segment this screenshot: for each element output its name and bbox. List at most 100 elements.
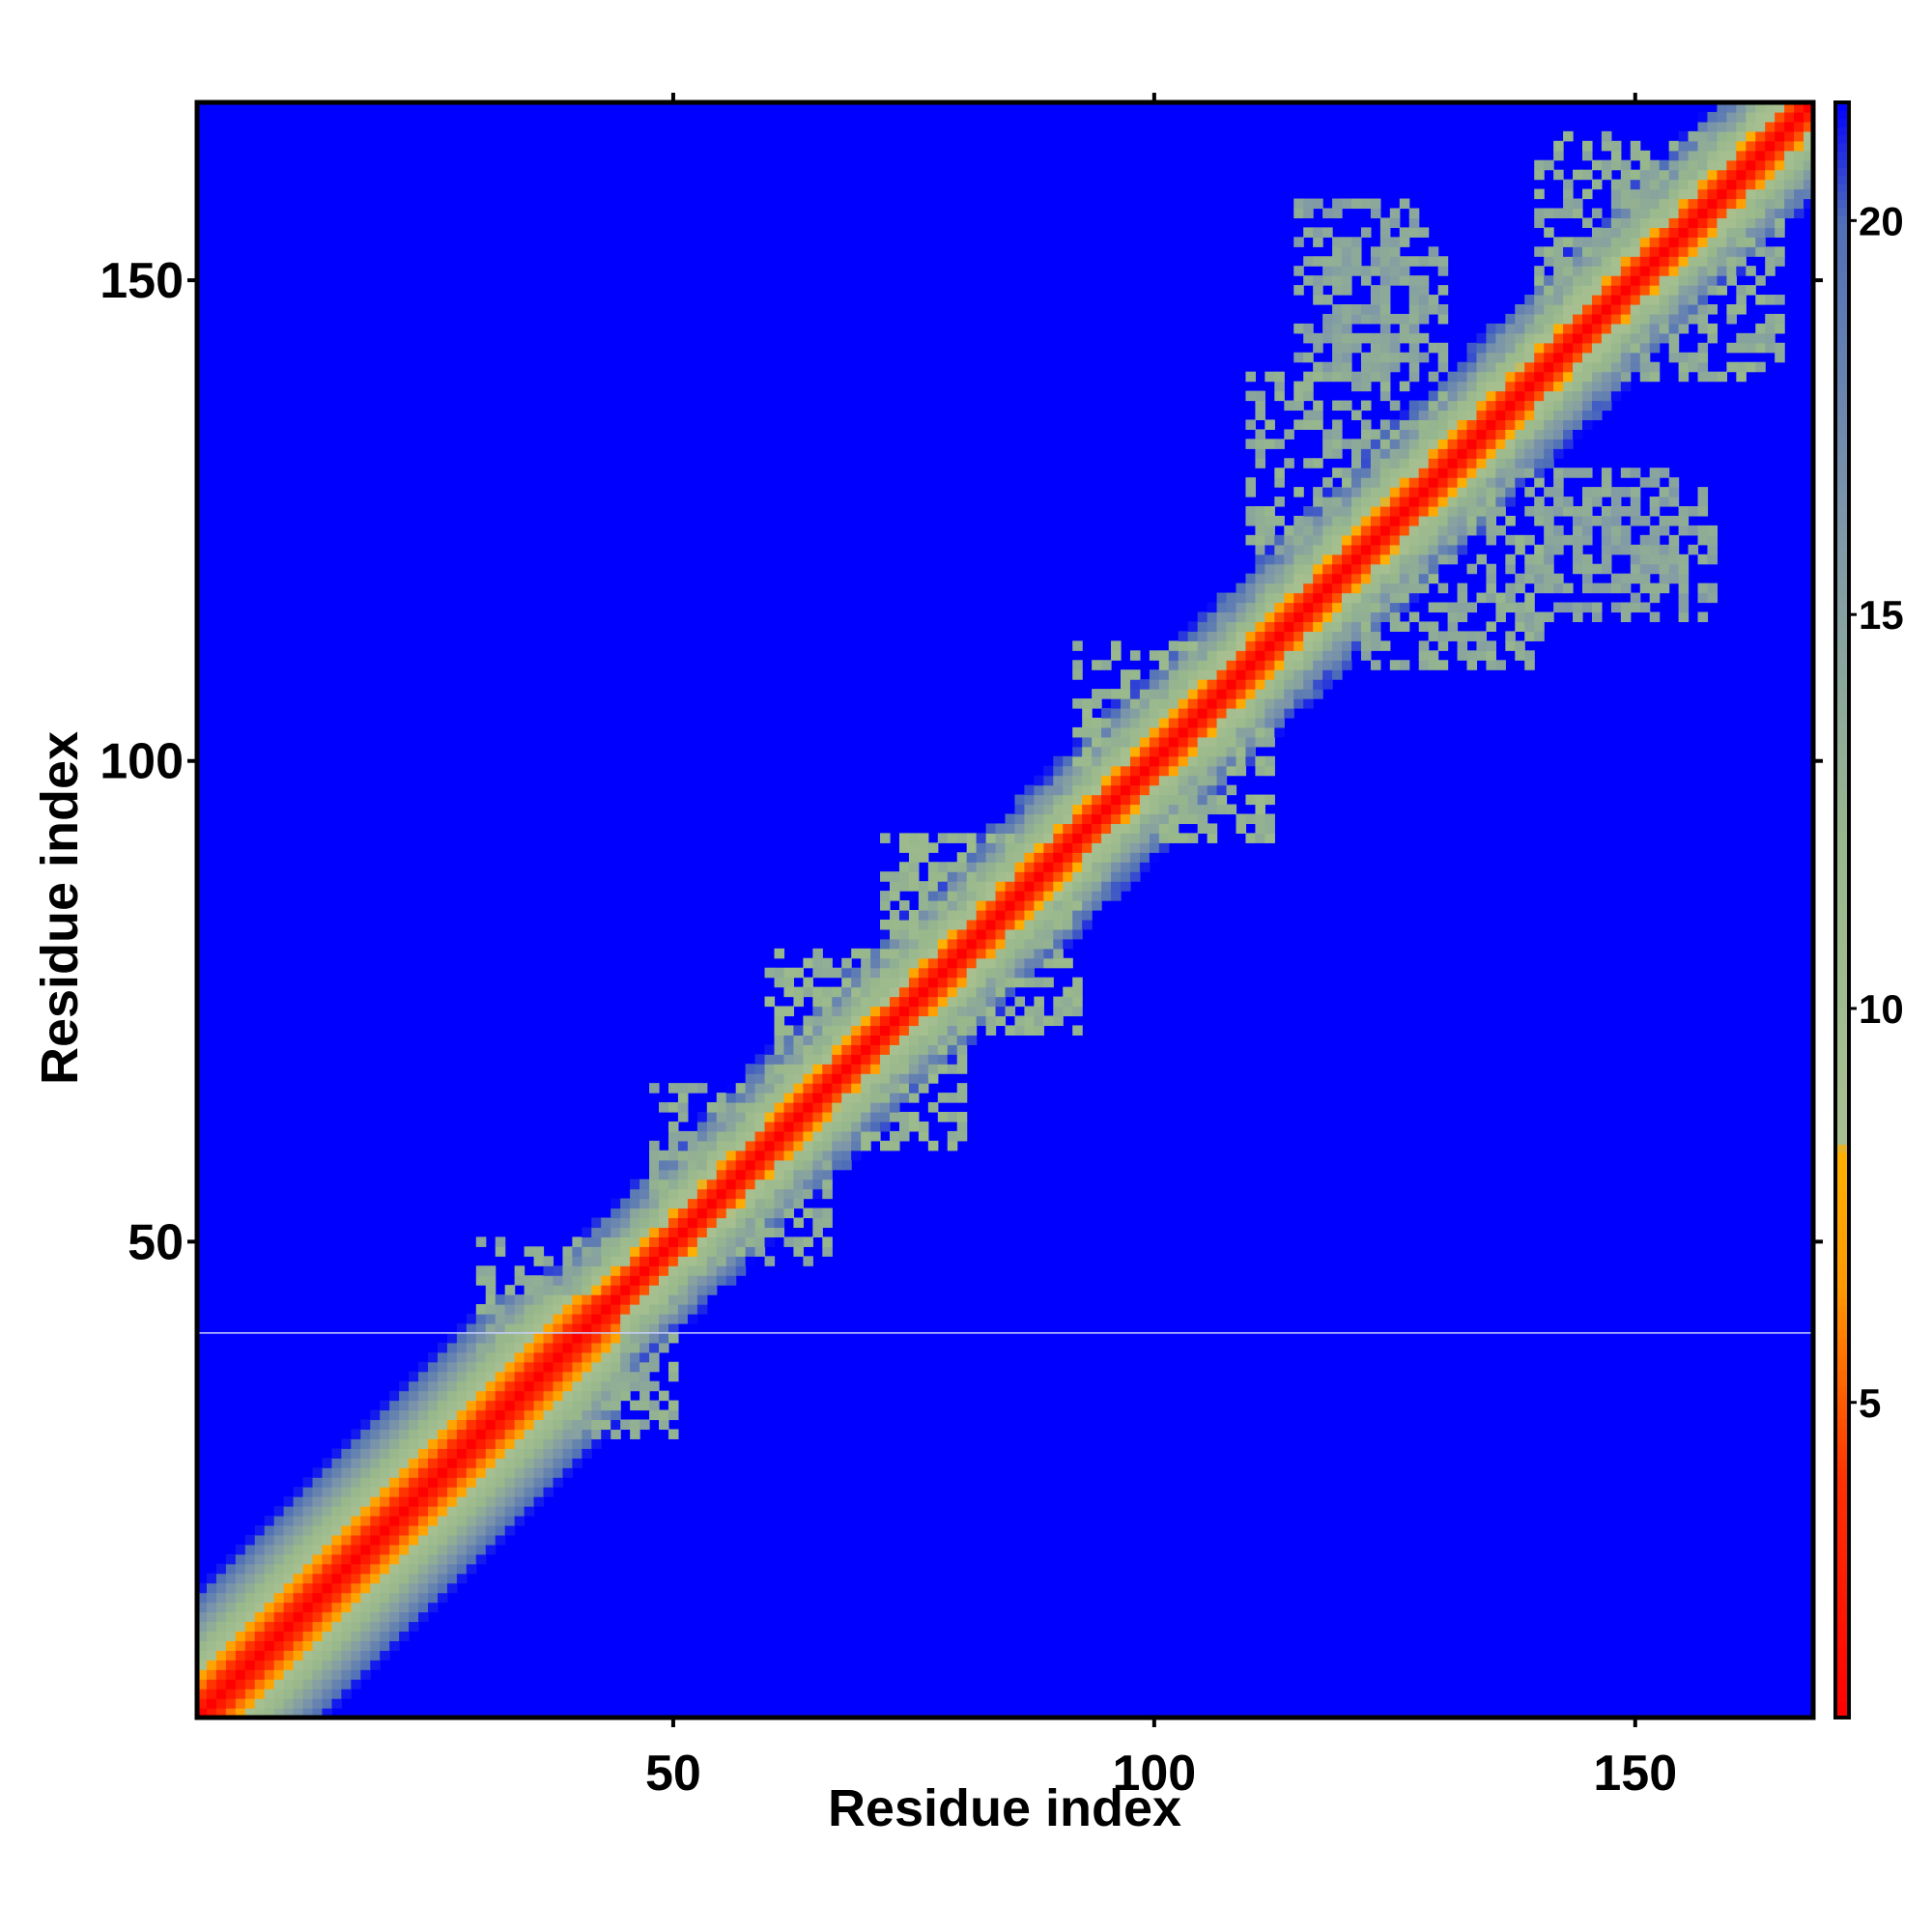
- heatmap-cell: [1092, 833, 1102, 843]
- heatmap-cell: [1043, 938, 1054, 950]
- heatmap-cell: [1505, 497, 1516, 507]
- heatmap-cell: [533, 1342, 545, 1353]
- heatmap-cell: [1495, 448, 1506, 459]
- heatmap-cell: [572, 1458, 582, 1468]
- heatmap-cell: [1746, 227, 1756, 238]
- heatmap-cell: [1582, 237, 1593, 247]
- heatmap-cell: [215, 1621, 227, 1633]
- heatmap-cell: [822, 1169, 833, 1180]
- heatmap-cell: [1399, 439, 1410, 449]
- heatmap-cell: [1236, 602, 1247, 613]
- heatmap-cell: [1255, 611, 1265, 623]
- heatmap-cell: [1726, 102, 1737, 113]
- heatmap-cell: [754, 1236, 766, 1247]
- heatmap-cell: [880, 1006, 891, 1017]
- heatmap-cell: [611, 1275, 621, 1286]
- heatmap-cell: [1360, 534, 1372, 546]
- colorbar-segment: [1835, 497, 1849, 507]
- heatmap-cell: [1293, 352, 1304, 363]
- heatmap-cell: [312, 1544, 324, 1555]
- heatmap-cell: [1775, 295, 1785, 305]
- heatmap-cell: [1736, 371, 1747, 383]
- heatmap-cell: [1005, 833, 1016, 843]
- heatmap-cell: [1111, 736, 1122, 748]
- heatmap-cell: [504, 1516, 516, 1526]
- heatmap-cell: [322, 1640, 333, 1651]
- colorbar-segment: [1835, 175, 1849, 185]
- heatmap-cell: [947, 862, 958, 872]
- heatmap-cell: [1034, 871, 1044, 882]
- heatmap-cell: [1476, 429, 1488, 440]
- heatmap-cell: [380, 1516, 390, 1526]
- heatmap-cell: [1717, 198, 1727, 210]
- heatmap-cell: [1591, 371, 1603, 383]
- heatmap-cell: [1534, 159, 1545, 171]
- heatmap-cell: [1226, 631, 1237, 641]
- heatmap-cell: [1457, 534, 1468, 546]
- heatmap-cell: [1303, 582, 1314, 594]
- heatmap-cell: [1005, 842, 1016, 853]
- heatmap-cell: [1678, 237, 1690, 247]
- heatmap-cell: [1303, 208, 1314, 219]
- heatmap-cell: [1515, 650, 1525, 661]
- heatmap-cell: [553, 1477, 564, 1488]
- heatmap-cell: [399, 1621, 410, 1633]
- heatmap-cell: [966, 1015, 978, 1027]
- heatmap-cell: [735, 1083, 747, 1094]
- heatmap-cell: [611, 1227, 621, 1237]
- heatmap-cell: [1014, 900, 1026, 911]
- heatmap-cell: [1139, 708, 1151, 719]
- heatmap-cell: [370, 1477, 381, 1488]
- heatmap-cell: [446, 1371, 458, 1382]
- heatmap-cell: [466, 1544, 477, 1555]
- heatmap-cell: [1284, 698, 1294, 709]
- heatmap-cell: [273, 1660, 285, 1670]
- heatmap-cell: [1553, 237, 1564, 247]
- heatmap-cell: [418, 1524, 429, 1536]
- heatmap-cell: [1476, 390, 1488, 402]
- heatmap-cell: [1255, 660, 1265, 670]
- heatmap-cell: [1678, 227, 1690, 238]
- heatmap-cell: [1063, 928, 1073, 940]
- heatmap-cell: [1399, 266, 1410, 276]
- heatmap-cell: [1255, 679, 1265, 690]
- heatmap-cell: [649, 1236, 660, 1247]
- heatmap-cell: [1476, 342, 1488, 354]
- heatmap-cell: [322, 1496, 333, 1507]
- heatmap-cell: [1005, 957, 1016, 969]
- heatmap-cell: [562, 1380, 573, 1392]
- heatmap-cell: [1053, 862, 1064, 872]
- heatmap-cell: [1476, 554, 1488, 565]
- heatmap-cell: [1351, 304, 1362, 315]
- heatmap-cell: [832, 967, 842, 979]
- heatmap-cell: [1553, 208, 1564, 219]
- heatmap-cell: [1111, 698, 1122, 709]
- heatmap-cell: [254, 1650, 266, 1661]
- heatmap-cell: [360, 1544, 371, 1555]
- heatmap-cell: [1187, 631, 1199, 641]
- heatmap-cell: [302, 1602, 314, 1613]
- heatmap-cell: [331, 1640, 342, 1651]
- heatmap-cell: [995, 842, 1007, 853]
- heatmap-cell: [1755, 208, 1766, 219]
- heatmap-cell: [1534, 390, 1545, 402]
- heatmap-cell: [1303, 689, 1314, 699]
- heatmap-cell: [1332, 544, 1343, 555]
- heatmap-cell: [1717, 130, 1727, 142]
- heatmap-cell: [1092, 736, 1102, 748]
- heatmap-cell: [976, 977, 987, 988]
- heatmap-cell: [783, 1093, 795, 1103]
- heatmap-cell: [832, 1093, 842, 1103]
- heatmap-cell: [543, 1438, 554, 1449]
- heatmap-cell: [1697, 361, 1709, 373]
- heatmap-cell: [562, 1390, 573, 1402]
- heatmap-cell: [1688, 169, 1699, 181]
- heatmap-cell: [1342, 534, 1352, 546]
- heatmap-cell: [918, 1044, 929, 1055]
- heatmap-cell: [456, 1371, 468, 1382]
- heatmap-cell: [380, 1611, 390, 1623]
- heatmap-cell: [399, 1573, 410, 1584]
- heatmap-cell: [1399, 448, 1410, 459]
- heatmap-cell: [1158, 804, 1170, 815]
- heatmap-cell: [803, 986, 813, 998]
